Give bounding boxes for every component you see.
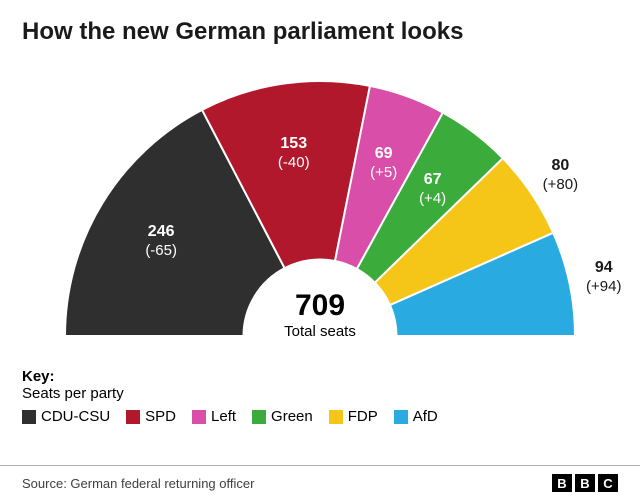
chart-title: How the new German parliament looks — [0, 0, 640, 46]
swatch-icon — [22, 410, 36, 424]
legend-label: SPD — [145, 408, 176, 425]
legend-label: AfD — [413, 408, 438, 425]
legend-item-cdu-csu: CDU-CSU — [22, 408, 110, 425]
legend-label: Green — [271, 408, 313, 425]
legend-block: Key: Seats per party CDU-CSU SPD Left Green… — [22, 368, 640, 425]
legend-item-left: Left — [192, 408, 236, 425]
legend-label: FDP — [348, 408, 378, 425]
swatch-icon — [394, 410, 408, 424]
footer: Source: German federal returning officer… — [0, 465, 640, 500]
legend-label: CDU-CSU — [41, 408, 110, 425]
swatch-icon — [126, 410, 140, 424]
legend-label: Left — [211, 408, 236, 425]
legend-subheading: Seats per party — [22, 385, 640, 402]
legend-item-afd: AfD — [394, 408, 438, 425]
swatch-icon — [192, 410, 206, 424]
source-text: Source: German federal returning officer — [22, 476, 254, 491]
bbc-logo: BBC — [552, 474, 618, 492]
swatch-icon — [252, 410, 266, 424]
legend-item-green: Green — [252, 408, 313, 425]
legend-item-fdp: FDP — [329, 408, 378, 425]
brand-block: B — [575, 474, 595, 492]
legend-heading: Key: — [22, 368, 640, 385]
legend-item-spd: SPD — [126, 408, 176, 425]
brand-block: C — [598, 474, 618, 492]
parliament-chart: 246(-65)153(-40)69(+5)67(+4)80(+80)94(+9… — [20, 66, 620, 346]
swatch-icon — [329, 410, 343, 424]
brand-block: B — [552, 474, 572, 492]
total-seats-label: 709 Total seats — [284, 289, 356, 340]
